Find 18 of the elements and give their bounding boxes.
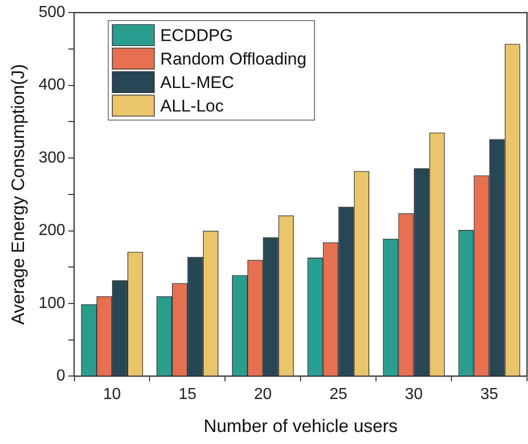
- x-tick-label: 35: [480, 386, 498, 404]
- y-tick-label: 300: [38, 149, 66, 166]
- y-tick-label: 200: [38, 222, 66, 240]
- x-tick-label: 20: [254, 386, 272, 404]
- y-tick-label: 500: [38, 4, 66, 22]
- x-tick-label: 30: [404, 386, 423, 404]
- y-tick-label: 400: [38, 76, 66, 94]
- y-tick-label: 100: [38, 294, 66, 312]
- y-axis-title: Average Energy Consumption(J): [8, 64, 28, 325]
- x-tick-label: 10: [103, 386, 122, 404]
- legend-label: ALL-Loc: [160, 96, 224, 116]
- x-axis-title: Number of vehicle users: [204, 416, 398, 436]
- x-tick-label: 15: [178, 386, 196, 404]
- legend-label: ALL-MEC: [160, 72, 234, 92]
- y-tick-label: 0: [56, 368, 66, 385]
- legend-label: ECDDPG: [160, 26, 234, 45]
- x-tick-label: 25: [329, 386, 348, 404]
- legend-label: Random Offloading: [160, 49, 306, 68]
